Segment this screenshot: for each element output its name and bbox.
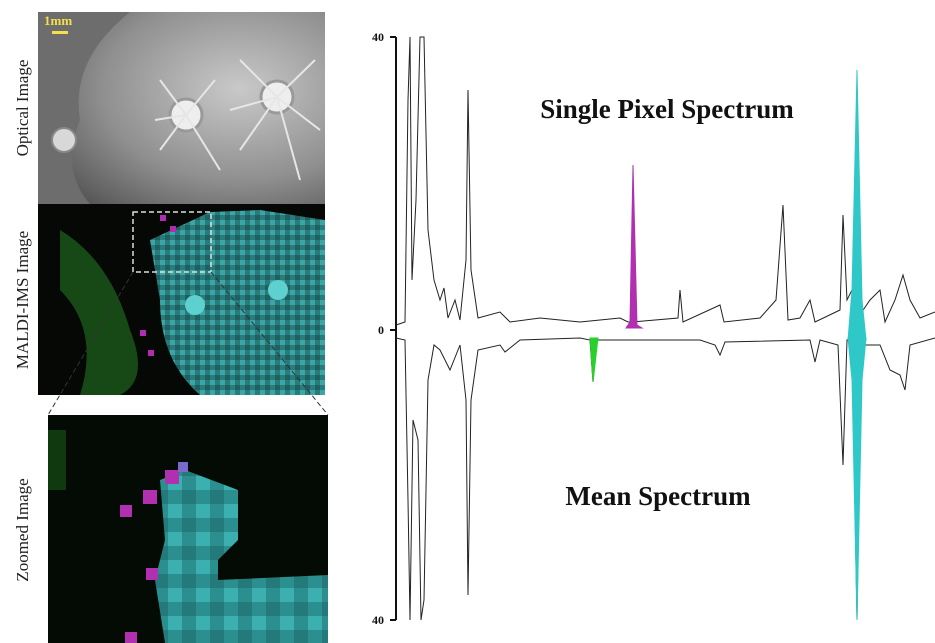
optical-image: 1mm (38, 12, 325, 204)
tick-label: 40 (372, 613, 384, 627)
spectrum-title: Single Pixel Spectrum (540, 94, 794, 124)
scale-bar-label: 1mm (44, 13, 72, 28)
tick-label: 40 (372, 30, 384, 44)
zoomed-image (48, 415, 328, 643)
tick-label: 0 (378, 323, 384, 337)
mean-spectrum (395, 337, 935, 621)
spectrum-title: Mean Spectrum (565, 481, 751, 511)
panel-label: Optical Image (13, 60, 32, 157)
maldi-image (38, 204, 325, 395)
panel-label: MALDI-IMS Image (13, 231, 32, 369)
single-pixel-spectrum (395, 36, 935, 341)
panel-label: Zoomed Image (13, 478, 32, 581)
